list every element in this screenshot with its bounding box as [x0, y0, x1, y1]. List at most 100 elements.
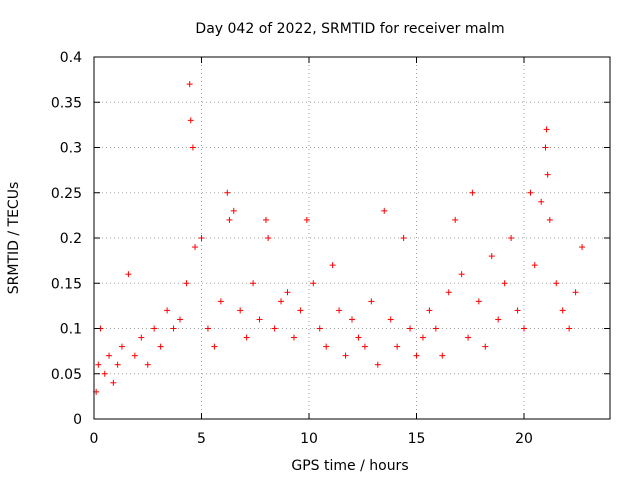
data-point: [482, 343, 489, 350]
data-point: [400, 235, 407, 241]
grid: [94, 57, 610, 419]
data-point: [271, 325, 278, 332]
data-point: [374, 361, 381, 368]
x-axis-label: GPS time / hours: [291, 458, 408, 474]
data-point: [465, 334, 472, 341]
data-point: [284, 289, 291, 296]
data-point: [323, 343, 330, 350]
data-point: [407, 325, 414, 332]
data-point: [157, 343, 164, 350]
data-point: [243, 334, 250, 341]
y-tick-label: 0.05: [51, 367, 82, 383]
data-point: [230, 207, 237, 214]
data-point: [290, 334, 297, 341]
data-point: [189, 144, 196, 151]
y-tick-label: 0.25: [51, 186, 82, 202]
data-point: [559, 307, 566, 314]
data-point: [204, 325, 211, 332]
data-point: [263, 216, 269, 223]
data-point: [488, 253, 495, 260]
data-point: [101, 370, 108, 377]
data-point: [538, 198, 545, 205]
data-point: [544, 171, 551, 178]
data-point: [531, 262, 538, 269]
data-point: [316, 325, 323, 332]
data-point: [297, 307, 304, 314]
data-point: [355, 334, 362, 341]
data-point: [475, 298, 482, 305]
data-point: [426, 307, 433, 314]
data-point: [349, 316, 355, 323]
data-point: [118, 343, 125, 350]
data-point: [553, 280, 560, 287]
data-point: [527, 189, 534, 196]
data-point: [164, 307, 171, 314]
data-point: [170, 325, 177, 332]
data-point: [310, 280, 317, 287]
data-point: [303, 216, 310, 223]
data-point: [469, 189, 476, 196]
data-point: [542, 144, 549, 151]
data-point: [226, 216, 233, 223]
y-tick-label: 0: [73, 412, 82, 428]
data-point: [211, 343, 218, 350]
x-tick-label: 20: [515, 431, 533, 447]
data-point: [186, 81, 193, 88]
data-point: [250, 280, 257, 287]
data-point: [394, 343, 401, 350]
y-tick-label: 0.1: [60, 322, 82, 338]
data-point: [329, 262, 336, 269]
data-point: [336, 307, 343, 314]
data-point: [381, 207, 388, 214]
data-point: [187, 117, 194, 124]
data-point: [138, 334, 145, 341]
y-axis-label: SRMTID / TECUs: [6, 182, 22, 295]
data-point: [445, 289, 452, 296]
data-point: [114, 361, 121, 368]
y-tick-label: 0.35: [51, 95, 82, 111]
y-tick-label: 0.3: [60, 141, 82, 157]
data-point: [106, 352, 113, 359]
data-point: [508, 235, 515, 241]
data-point: [217, 298, 224, 305]
data-point: [183, 280, 190, 287]
data-point: [224, 189, 231, 196]
data-point: [572, 289, 579, 296]
data-point: [546, 216, 553, 223]
data-point: [95, 361, 102, 368]
x-tick-label: 0: [90, 431, 99, 447]
y-tick-label: 0.4: [60, 50, 82, 66]
data-point: [237, 307, 244, 314]
data-point: [579, 244, 586, 251]
data-point: [110, 379, 117, 386]
data-point: [543, 126, 550, 133]
data-point: [368, 298, 375, 305]
axis-ticks: 0 0.05 0.1 0.15 0.2 0.25 0.3 0.35 0.4 0 5 10 15 20: [51, 50, 610, 447]
chart-title: Day 042 of 2022, SRMTID for receiver mal…: [195, 21, 504, 37]
data-point: [432, 325, 439, 332]
data-point: [144, 361, 151, 368]
data-point: [439, 352, 446, 359]
x-tick-label: 10: [300, 431, 318, 447]
data-point: [514, 307, 521, 314]
data-point: [361, 343, 368, 350]
x-tick-label: 15: [408, 431, 426, 447]
data-point: [419, 334, 426, 341]
data-point: [387, 316, 394, 323]
data-point: [278, 298, 285, 305]
data-point: [342, 352, 349, 359]
x-tick-label: 5: [197, 431, 206, 447]
data-point: [177, 316, 183, 323]
data-point: [452, 216, 459, 223]
data-point: [151, 325, 158, 332]
data-point: [256, 316, 263, 323]
data-point: [521, 325, 527, 332]
data-point: [566, 325, 573, 332]
data-point: [458, 271, 465, 278]
data-point: [125, 271, 132, 278]
data-point: [501, 280, 508, 287]
y-tick-label: 0.2: [60, 231, 82, 247]
plot-frame: [93, 56, 611, 420]
data-point: [265, 235, 272, 241]
